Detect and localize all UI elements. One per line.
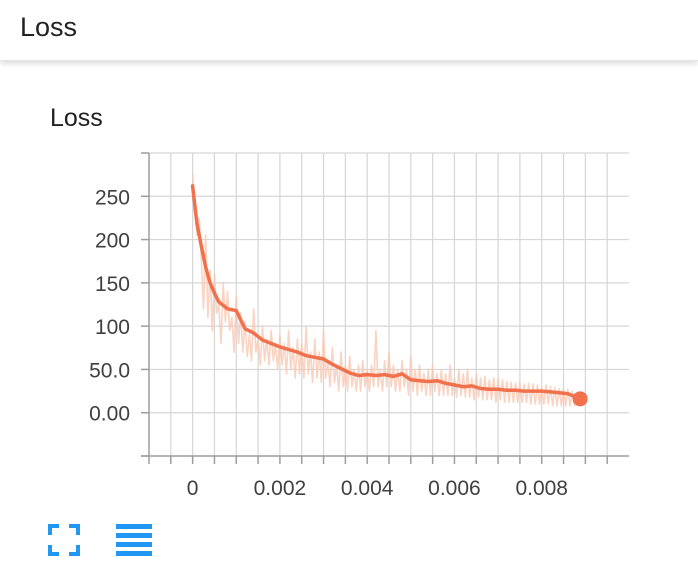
header-title: Loss bbox=[20, 12, 78, 42]
y-tick-label: 50.0 bbox=[89, 359, 130, 382]
axis-ticks: 0 0.002 0.004 0.006 0.008 0.00 50.0 100 150 200 25… bbox=[89, 186, 568, 500]
y-tick-label: 250 bbox=[95, 186, 130, 209]
y-tick-label: 0.00 bbox=[89, 403, 130, 426]
data-table-icon[interactable] bbox=[114, 522, 154, 558]
app-header: Loss bbox=[0, 0, 698, 61]
y-tick-label: 100 bbox=[95, 316, 130, 339]
x-tick-label: 0.002 bbox=[254, 477, 307, 500]
x-tick-label: 0 bbox=[187, 477, 199, 500]
raw-loss-line bbox=[191, 174, 580, 407]
x-tick-label: 0.008 bbox=[515, 477, 568, 500]
y-tick-label: 200 bbox=[95, 230, 130, 253]
fullscreen-expand-icon[interactable] bbox=[48, 524, 80, 556]
raw-series bbox=[191, 174, 580, 407]
x-tick-label: 0.006 bbox=[428, 477, 481, 500]
smoothed-loss-line bbox=[190, 184, 582, 401]
smoothed-series bbox=[190, 184, 588, 407]
x-tick-label: 0.004 bbox=[341, 477, 394, 500]
y-tick-label: 150 bbox=[95, 273, 130, 296]
chart-grid bbox=[141, 152, 629, 464]
chart-card-title: Loss bbox=[50, 104, 103, 132]
last-point-marker bbox=[572, 391, 588, 407]
